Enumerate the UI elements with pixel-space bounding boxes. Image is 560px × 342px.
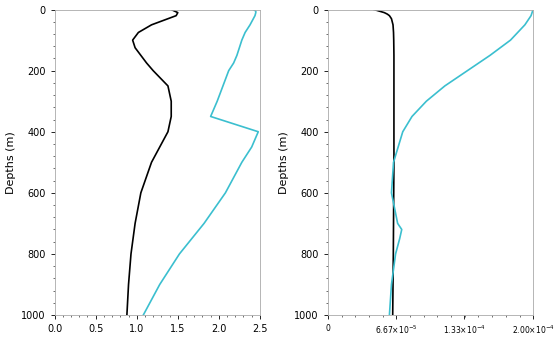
Y-axis label: Depths (m): Depths (m) [6,131,16,194]
Y-axis label: Depths (m): Depths (m) [279,131,289,194]
